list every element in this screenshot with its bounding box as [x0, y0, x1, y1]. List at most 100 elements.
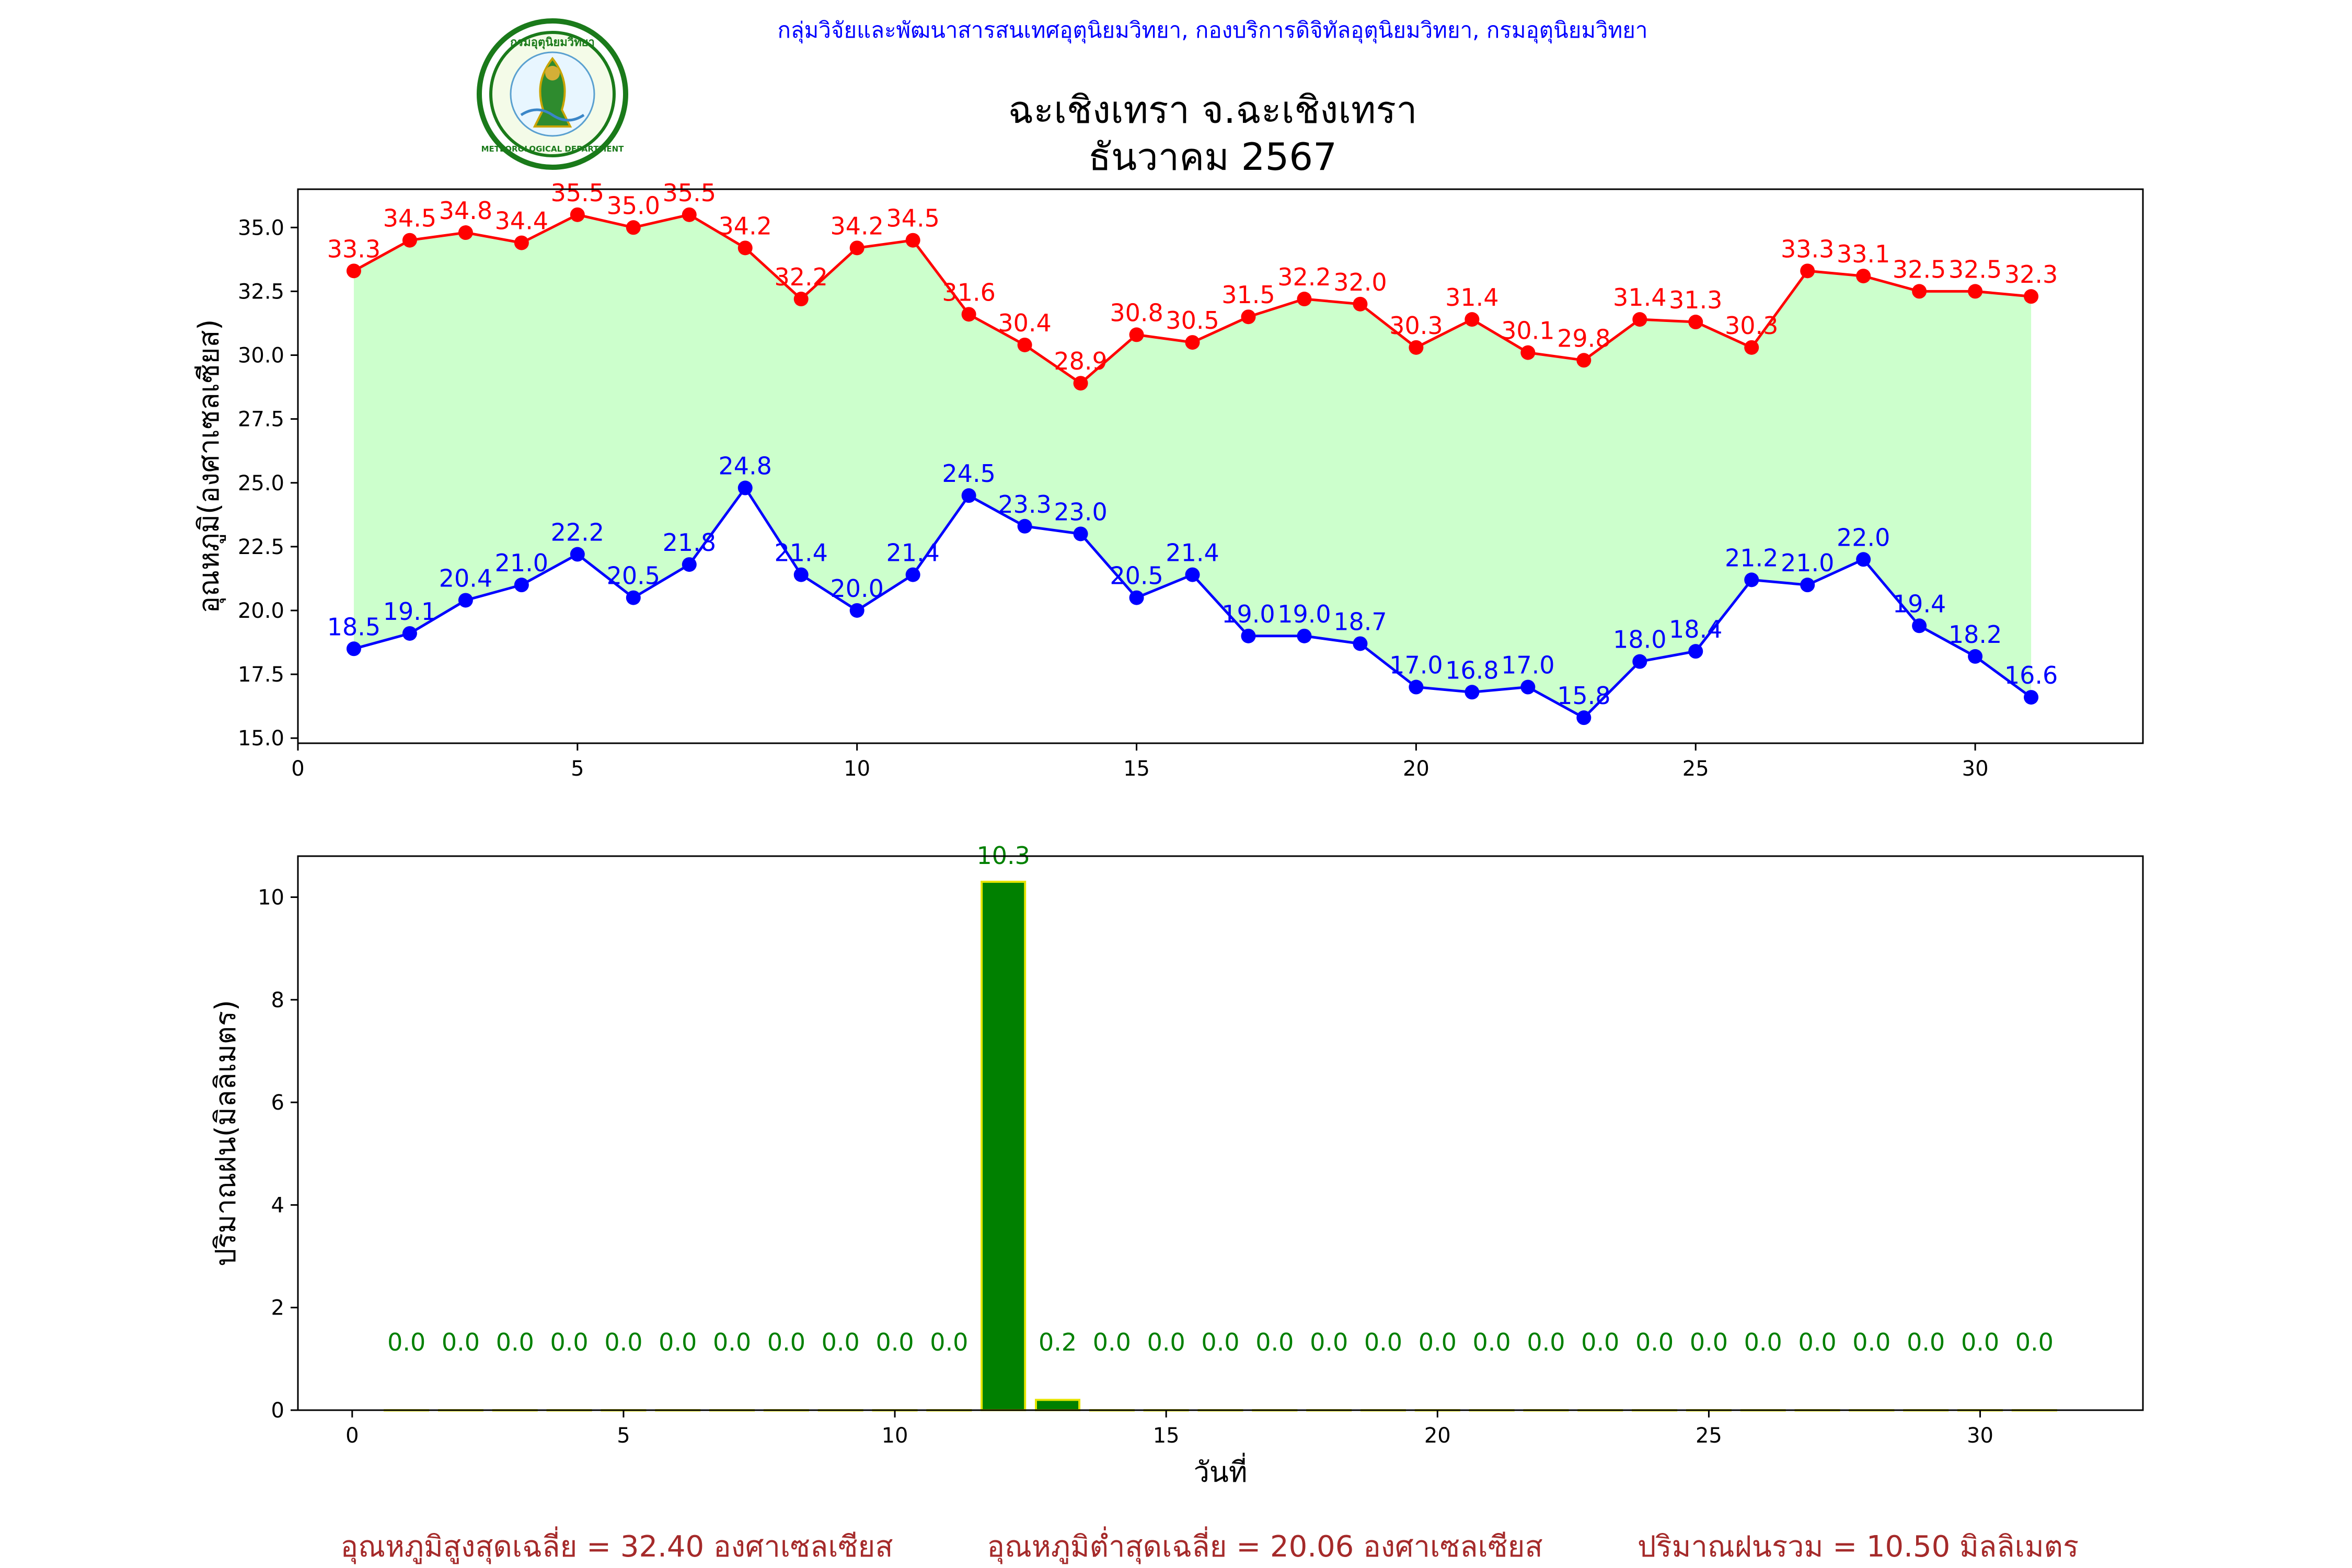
max-temperature-point: [1912, 284, 1927, 299]
min-temperature-label: 16.8: [1445, 656, 1498, 684]
max-temperature-label: 35.5: [551, 179, 604, 207]
min-temperature-point: [1968, 649, 1983, 664]
max-temperature-point: [1353, 296, 1368, 312]
min-temperature-label: 22.0: [1837, 523, 1890, 551]
min-temperature-point: [458, 593, 473, 608]
rainfall-label: 0.0: [822, 1328, 860, 1356]
rainfall-label: 0.0: [2015, 1328, 2054, 1356]
max-temperature-point: [682, 207, 697, 222]
min-temperature-point: [1632, 654, 1647, 669]
temperature-x-tick-label: 30: [1962, 757, 1989, 781]
min-temperature-label: 21.0: [495, 549, 548, 577]
min-temperature-point: [1353, 636, 1368, 651]
min-temperature-point: [1465, 685, 1480, 700]
min-temperature-label: 19.4: [1893, 590, 1946, 618]
min-temperature-point: [626, 590, 641, 605]
min-temperature-point: [1241, 628, 1256, 643]
max-temperature-label: 32.5: [1949, 255, 2002, 283]
temperature-y-tick-label: 32.5: [238, 280, 284, 304]
max-temperature-label: 29.8: [1557, 324, 1610, 352]
min-temperature-point: [1073, 526, 1088, 541]
max-temperature-label: 35.5: [663, 179, 716, 207]
max-temperature-point: [1800, 263, 1815, 279]
max-temperature-label: 33.3: [1781, 235, 1834, 263]
min-temperature-label: 21.4: [775, 539, 828, 567]
temperature-x-tick-label: 25: [1682, 757, 1709, 781]
max-temperature-label: 30.4: [998, 309, 1051, 337]
rainfall-label: 0.0: [550, 1328, 589, 1356]
temperature-plot-frame: [297, 188, 2144, 744]
rainfall-label: 0.0: [1255, 1328, 1294, 1356]
rainfall-y-tick-label: 0: [271, 1399, 284, 1423]
max-temperature-point: [1129, 327, 1144, 342]
max-temperature-point: [1241, 309, 1256, 325]
min-temperature-label: 21.8: [663, 528, 716, 557]
rainfall-label: 0.0: [604, 1328, 642, 1356]
rainfall-label: 0.0: [496, 1328, 534, 1356]
min-temperature-label: 21.0: [1781, 549, 1834, 577]
max-temperature-point: [1073, 376, 1088, 391]
rainfall-label: 0.0: [1419, 1328, 1457, 1356]
rainfall-x-tick-label: 5: [617, 1424, 630, 1448]
max-temperature-point: [1744, 340, 1759, 355]
min-temperature-label: 20.5: [1110, 562, 1163, 590]
min-temperature-label: 19.0: [1277, 600, 1331, 628]
min-temperature-point: [682, 557, 697, 572]
page-title: ฉะเชิงเทรา จ.ฉะเชิงเทรา: [1008, 88, 1417, 132]
min-temperature-label: 18.2: [1949, 620, 2002, 649]
rainfall-label: 0.0: [1364, 1328, 1402, 1356]
min-temperature-label: 18.5: [327, 613, 381, 641]
min-temperature-point: [1129, 590, 1144, 605]
max-temperature-label: 33.3: [327, 235, 381, 263]
rainfall-label: 0.0: [1798, 1328, 1836, 1356]
rainfall-label: 0.0: [1852, 1328, 1890, 1356]
max-temperature-point: [905, 233, 920, 248]
rainfall-label: 0.0: [713, 1328, 751, 1356]
temperature-y-axis-label: อุณหภูมิ(องศาเซลเซียส): [192, 319, 226, 614]
rainfall-y-tick-label: 8: [271, 988, 284, 1012]
temperature-x-tick-label: 10: [844, 757, 870, 781]
max-temperature-label: 34.2: [830, 212, 883, 240]
temperature-y-tick-label: 22.5: [238, 535, 284, 559]
min-temperature-label: 22.2: [551, 518, 604, 547]
max-temperature-label: 32.5: [1893, 255, 1946, 283]
rainfall-x-tick-label: 15: [1153, 1424, 1180, 1448]
min-temperature-point: [1297, 628, 1312, 643]
logo-top-text: กรมอุตุนิยมวิทยา: [510, 36, 595, 50]
rainfall-label: 0.0: [442, 1328, 480, 1356]
max-temperature-point: [1688, 315, 1703, 330]
temperature-chart: 33.334.5 34.8 34.435.5 35.0 35.534.232.234.2…: [192, 179, 2144, 781]
max-temperature-label: 31.5: [1221, 281, 1275, 309]
rainfall-label: 0.0: [1310, 1328, 1348, 1356]
temperature-x-tick-label: 15: [1123, 757, 1150, 781]
rainfall-label: 0.0: [1093, 1328, 1131, 1356]
max-temperature-label: 31.3: [1669, 286, 1722, 314]
min-temperature-point: [1912, 618, 1927, 633]
min-temperature-label: 24.8: [719, 452, 772, 480]
min-temperature-point: [1576, 710, 1592, 725]
rainfall-x-tick-label: 0: [345, 1424, 359, 1448]
temperature-y-tick-label: 15.0: [238, 727, 284, 751]
min-temperature-label: 24.5: [942, 459, 995, 488]
min-temperature-label: 19.1: [383, 597, 436, 626]
max-temperature-label: 35.0: [607, 191, 660, 220]
temperature-range-fill: [354, 214, 2032, 718]
min-temperature-label: 18.7: [1333, 607, 1387, 636]
min-temperature-label: 16.6: [2004, 661, 2058, 689]
max-temperature-point: [514, 235, 529, 250]
rainfall-label: 0.0: [1147, 1328, 1185, 1356]
max-temperature-point: [1185, 335, 1200, 350]
summary-avg-min: อุณหภูมิต่ำสุดเฉลี่ย = 20.06 องศาเซลเซีย…: [987, 1526, 1542, 1564]
max-temperature-point: [1409, 340, 1424, 355]
max-temperature-point: [2024, 289, 2039, 304]
temperature-y-tick-label: 17.5: [238, 663, 284, 687]
min-temperature-point: [849, 603, 864, 618]
temperature-y-tick-label: 25.0: [238, 471, 284, 495]
min-temperature-point: [514, 578, 529, 593]
max-temperature-point: [1968, 284, 1983, 299]
min-temperature-point: [1744, 572, 1759, 587]
temperature-y-tick-label: 30.0: [238, 344, 284, 368]
max-temperature-label: 31.6: [942, 278, 995, 306]
min-temperature-point: [346, 641, 361, 656]
